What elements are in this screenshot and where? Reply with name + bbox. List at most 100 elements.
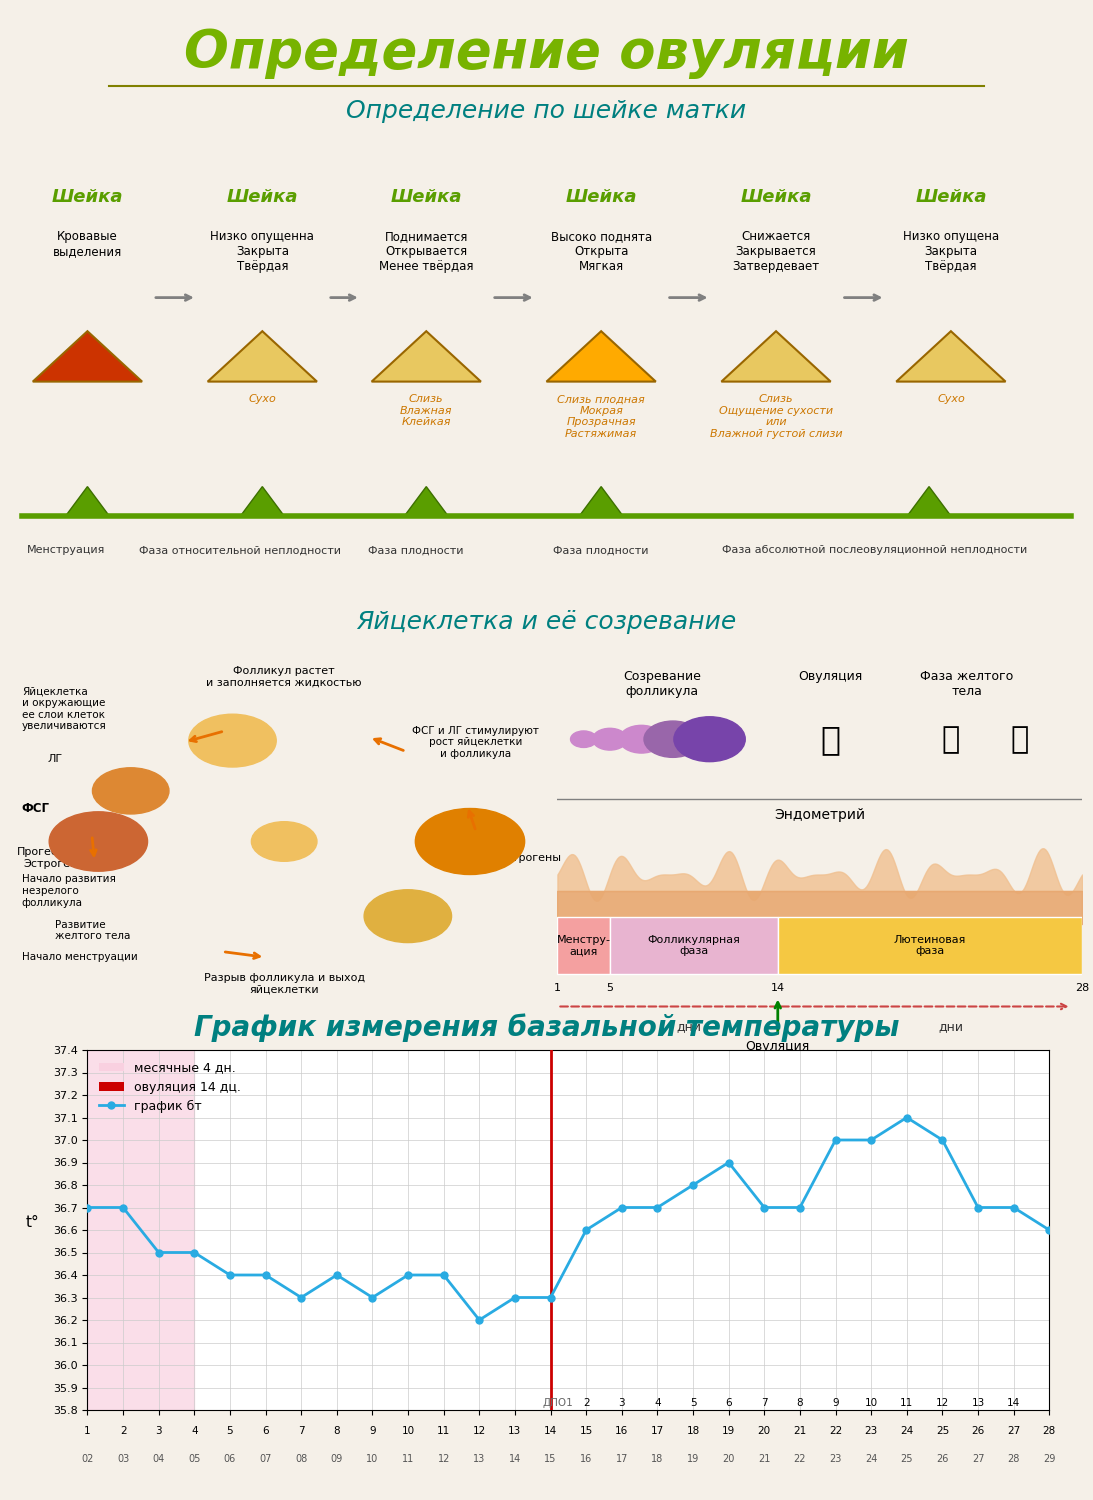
Text: 28: 28 bbox=[1043, 1426, 1056, 1437]
Text: 11: 11 bbox=[901, 1398, 914, 1407]
Text: Менструация: Менструация bbox=[26, 546, 105, 555]
Polygon shape bbox=[66, 486, 109, 516]
FancyBboxPatch shape bbox=[610, 918, 778, 974]
Text: Низко опущенна
Закрыта
Твёрдая: Низко опущенна Закрыта Твёрдая bbox=[210, 231, 315, 273]
Text: Шейка: Шейка bbox=[226, 189, 298, 207]
Text: 20: 20 bbox=[757, 1426, 771, 1437]
Text: 08: 08 bbox=[295, 1454, 307, 1464]
Text: 🔵: 🔵 bbox=[820, 723, 841, 756]
Polygon shape bbox=[546, 332, 656, 381]
Text: 14: 14 bbox=[509, 1454, 521, 1464]
Text: 21: 21 bbox=[759, 1454, 771, 1464]
Text: 9: 9 bbox=[832, 1398, 838, 1407]
Text: 22: 22 bbox=[794, 1454, 807, 1464]
Text: 26: 26 bbox=[937, 1454, 949, 1464]
Text: 7: 7 bbox=[298, 1426, 305, 1437]
Circle shape bbox=[415, 808, 525, 874]
Polygon shape bbox=[208, 332, 317, 381]
Text: Фаза относительной неплодности: Фаза относительной неплодности bbox=[140, 546, 341, 555]
FancyBboxPatch shape bbox=[778, 918, 1082, 974]
Text: Созревание
фолликула: Созревание фолликула bbox=[623, 670, 702, 698]
Text: 🟡: 🟡 bbox=[942, 724, 960, 753]
Text: 19: 19 bbox=[686, 1454, 700, 1464]
Text: 18: 18 bbox=[686, 1426, 700, 1437]
Text: 25: 25 bbox=[936, 1426, 949, 1437]
Text: 21: 21 bbox=[794, 1426, 807, 1437]
Text: Слизь плодная
Мокрая
Прозрачная
Растяжимая: Слизь плодная Мокрая Прозрачная Растяжим… bbox=[557, 394, 645, 439]
FancyBboxPatch shape bbox=[557, 918, 610, 974]
Text: 5: 5 bbox=[226, 1426, 233, 1437]
Text: Разрыв фолликула и выход
яйцеклетки: Разрыв фолликула и выход яйцеклетки bbox=[203, 972, 365, 994]
Polygon shape bbox=[579, 486, 623, 516]
Text: 29: 29 bbox=[1043, 1454, 1056, 1464]
Polygon shape bbox=[372, 332, 481, 381]
Text: Сухо: Сухо bbox=[248, 394, 277, 404]
Text: 17: 17 bbox=[615, 1454, 628, 1464]
Text: 05: 05 bbox=[188, 1454, 200, 1464]
Text: 13: 13 bbox=[972, 1398, 985, 1407]
Text: Начало менструации: Начало менструации bbox=[22, 952, 138, 962]
Text: ФСГ: ФСГ bbox=[22, 802, 50, 814]
Text: Лютеиновая
фаза: Лютеиновая фаза bbox=[894, 934, 966, 957]
Circle shape bbox=[49, 812, 148, 871]
Circle shape bbox=[251, 822, 317, 861]
Text: ФСГ и ЛГ стимулируют
рост яйцеклетки
и фолликула: ФСГ и ЛГ стимулируют рост яйцеклетки и ф… bbox=[412, 726, 539, 759]
Text: 10: 10 bbox=[401, 1426, 414, 1437]
Text: 25: 25 bbox=[901, 1454, 913, 1464]
Text: 7: 7 bbox=[761, 1398, 767, 1407]
Text: 2: 2 bbox=[120, 1426, 127, 1437]
Circle shape bbox=[571, 730, 597, 747]
Text: 06: 06 bbox=[224, 1454, 236, 1464]
Polygon shape bbox=[721, 332, 831, 381]
Text: Прогестерон
Эстрогены: Прогестерон Эстрогены bbox=[17, 847, 92, 868]
Text: 28: 28 bbox=[1074, 984, 1090, 993]
Text: Шейка: Шейка bbox=[565, 189, 637, 207]
Text: 4: 4 bbox=[191, 1426, 198, 1437]
Text: Поднимается
Открывается
Менее твёрдая: Поднимается Открывается Менее твёрдая bbox=[379, 231, 473, 273]
Bar bbox=[87, 1050, 195, 1410]
Y-axis label: t°: t° bbox=[25, 1215, 39, 1230]
Text: 16: 16 bbox=[580, 1454, 592, 1464]
FancyBboxPatch shape bbox=[709, 1029, 851, 1066]
Text: 5: 5 bbox=[690, 1398, 696, 1407]
Text: 11: 11 bbox=[437, 1426, 450, 1437]
Text: Эстрогены: Эстрогены bbox=[498, 853, 562, 862]
Text: 🟡: 🟡 bbox=[1010, 724, 1029, 753]
Text: 12: 12 bbox=[472, 1426, 486, 1437]
Text: Слизь
Ощущение сухости
или
Влажной густой слизи: Слизь Ощущение сухости или Влажной густо… bbox=[709, 394, 843, 439]
Text: Низко опущена
Закрыта
Твёрдая: Низко опущена Закрыта Твёрдая bbox=[903, 231, 999, 273]
Text: Слизь
Влажная
Клейкая: Слизь Влажная Клейкая bbox=[400, 394, 453, 427]
Text: Снижается
Закрывается
Затвердевает: Снижается Закрывается Затвердевает bbox=[732, 231, 820, 273]
Text: 13: 13 bbox=[508, 1426, 521, 1437]
Polygon shape bbox=[907, 486, 951, 516]
Text: 14: 14 bbox=[1007, 1398, 1020, 1407]
Text: 15: 15 bbox=[579, 1426, 592, 1437]
Text: 12: 12 bbox=[936, 1398, 949, 1407]
Text: 24: 24 bbox=[901, 1426, 914, 1437]
Text: 3: 3 bbox=[155, 1426, 162, 1437]
Text: 09: 09 bbox=[331, 1454, 343, 1464]
Text: 10: 10 bbox=[865, 1398, 878, 1407]
Text: 07: 07 bbox=[259, 1454, 272, 1464]
Text: 2: 2 bbox=[583, 1398, 589, 1407]
Circle shape bbox=[620, 726, 663, 753]
Text: 23: 23 bbox=[830, 1454, 842, 1464]
Polygon shape bbox=[404, 486, 448, 516]
Text: 14: 14 bbox=[544, 1426, 557, 1437]
Text: 6: 6 bbox=[262, 1426, 269, 1437]
Text: 11: 11 bbox=[402, 1454, 414, 1464]
Polygon shape bbox=[240, 486, 284, 516]
Text: 24: 24 bbox=[865, 1454, 878, 1464]
Text: 9: 9 bbox=[369, 1426, 376, 1437]
Text: Начало развития
незрелого
фолликула: Начало развития незрелого фолликула bbox=[22, 874, 116, 908]
Text: 17: 17 bbox=[650, 1426, 665, 1437]
Circle shape bbox=[644, 722, 702, 758]
Text: Шейка: Шейка bbox=[51, 189, 124, 207]
Text: Овуляция: Овуляция bbox=[798, 670, 862, 682]
Text: 03: 03 bbox=[117, 1454, 129, 1464]
Circle shape bbox=[189, 714, 277, 766]
Text: ДПО1: ДПО1 bbox=[542, 1398, 573, 1407]
Text: 22: 22 bbox=[828, 1426, 843, 1437]
Text: ЛГ: ЛГ bbox=[47, 754, 62, 764]
Text: дни: дни bbox=[677, 1020, 701, 1032]
